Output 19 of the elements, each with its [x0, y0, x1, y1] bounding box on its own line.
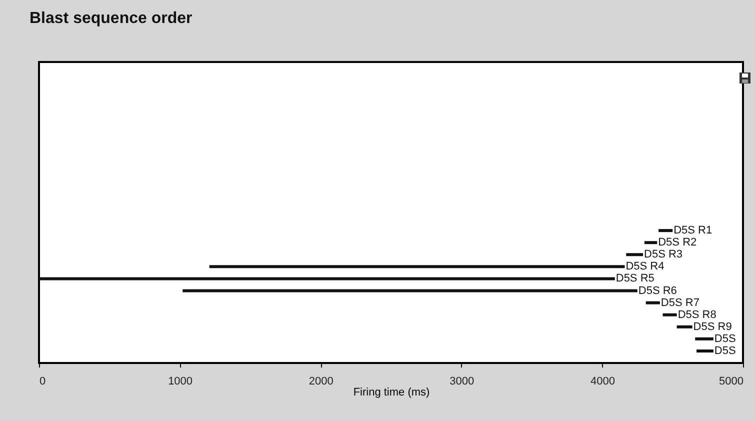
data-label: D5S R6 [638, 284, 677, 297]
data-label: D5S R2 [658, 236, 697, 249]
data-label: D5S R7 [660, 296, 700, 309]
x-tick-label: 0 [40, 376, 46, 388]
x-tick-label: 4000 [590, 376, 615, 388]
data-label: D5S R8 [678, 308, 716, 321]
data-label: D5S R9 [693, 320, 732, 333]
chart-title: Blast sequence order [30, 10, 192, 27]
x-axis-title: Firing time (ms) [353, 386, 430, 398]
data-label: D5S R1 [674, 224, 712, 237]
data-label: D5S R3 [644, 248, 683, 261]
data-label: D5S [714, 344, 736, 357]
x-tick-label: 2000 [308, 376, 334, 388]
data-label: D5S R4 [626, 260, 664, 273]
x-tick-label: 3000 [450, 376, 474, 388]
x-tick-label: 1000 [168, 376, 193, 388]
x-tick-label: 5000 [719, 376, 744, 388]
data-label: D5S R5 [616, 272, 654, 285]
data-label: D5S [714, 332, 736, 345]
